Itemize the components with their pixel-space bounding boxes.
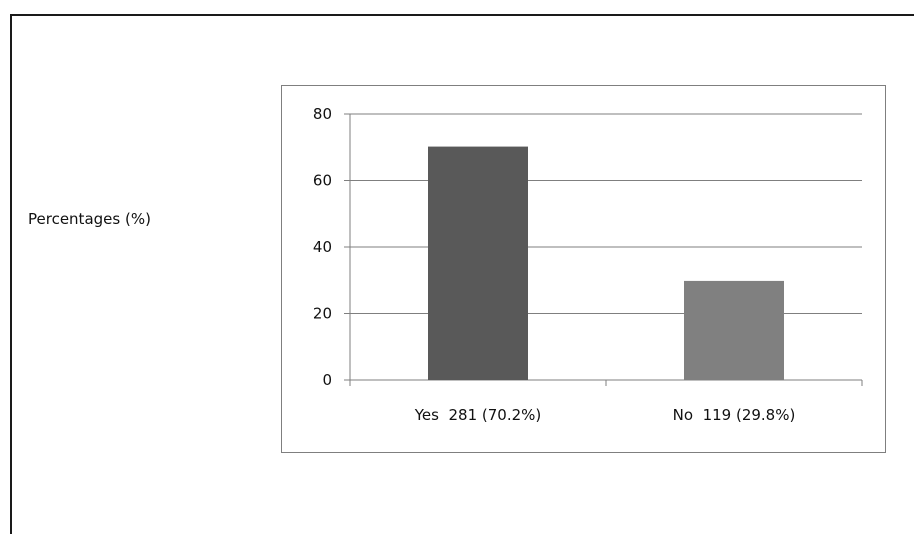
chart-frame xyxy=(10,14,914,534)
y-tick-label-80: 80 xyxy=(313,105,332,123)
x-tick-label-no: No 119 (29.8%) xyxy=(673,406,796,424)
y-axis-title: Percentages (%) xyxy=(28,210,151,228)
bar-no xyxy=(684,280,784,380)
bar-yes xyxy=(428,146,528,380)
plot-area xyxy=(281,85,886,453)
y-tick-label-20: 20 xyxy=(313,305,332,323)
y-tick-label-60: 60 xyxy=(313,172,332,190)
y-tick-label-40: 40 xyxy=(313,238,332,256)
y-tick-label-0: 0 xyxy=(322,371,332,389)
bar-chart: 0 20 40 60 80 Yes 281 (70.2%) No 119 (29.8%) xyxy=(313,105,863,424)
x-tick-label-yes: Yes 281 (70.2%) xyxy=(414,406,542,424)
